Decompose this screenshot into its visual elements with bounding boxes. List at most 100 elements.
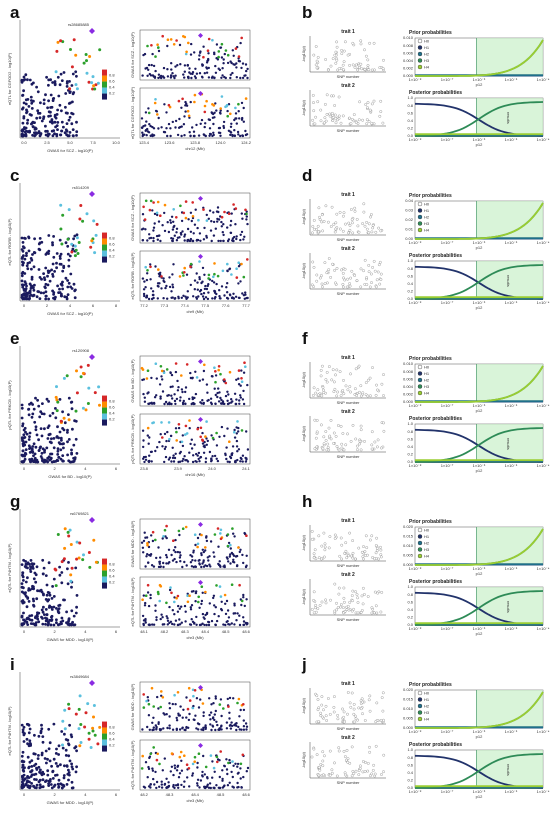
scatter-point-ld <box>96 81 100 85</box>
ld-legend-swatch <box>102 745 107 752</box>
scatter-point <box>27 776 31 779</box>
scatter-point <box>65 297 69 301</box>
hyp-legend-dot <box>417 45 423 50</box>
track-point-ld <box>145 377 149 380</box>
track-point <box>200 599 204 603</box>
trait-point <box>367 263 371 267</box>
chr-tick: 123.4 <box>139 140 150 145</box>
trait-point <box>373 269 377 273</box>
scatter-point <box>22 733 26 737</box>
scatter-point <box>32 454 35 458</box>
scatter-point <box>33 733 36 737</box>
ld-legend-swatch <box>102 256 107 263</box>
scatter-point-ld <box>79 204 83 207</box>
scatter-point <box>71 460 75 464</box>
trait-point <box>375 611 379 615</box>
scatter-point <box>41 610 45 614</box>
track-point <box>203 785 206 788</box>
track-point-ld <box>242 275 246 279</box>
track-point-ld <box>244 208 247 212</box>
ld-legend-label: 0.8 <box>109 562 115 567</box>
trait-point <box>365 227 369 231</box>
scatter-point-ld <box>77 727 81 731</box>
ld-legend-label: 0.4 <box>109 411 115 416</box>
track-point <box>147 107 150 110</box>
track-point <box>240 118 244 121</box>
track-point <box>205 437 208 440</box>
track-point <box>245 210 248 213</box>
scatter-point-ld <box>60 242 64 246</box>
track-point <box>220 225 223 228</box>
scatter-point-ld <box>56 40 60 44</box>
scatter-point <box>20 582 24 585</box>
track-point <box>244 722 248 725</box>
trait-point <box>350 745 354 749</box>
track-point <box>153 212 157 216</box>
track-point <box>157 127 160 130</box>
track-point <box>175 716 178 720</box>
track-point <box>232 764 235 767</box>
track-point <box>160 126 163 129</box>
track-point <box>197 457 200 461</box>
track-point <box>222 402 225 405</box>
scatter-point <box>44 282 48 286</box>
scatter-point-ld <box>92 704 96 707</box>
track-point-ld <box>175 430 178 434</box>
track-point <box>227 616 231 619</box>
scatter-point <box>34 445 38 449</box>
ld-legend-label: 0.2 <box>109 580 115 585</box>
track-point <box>149 278 152 281</box>
track-point-ld <box>186 109 190 113</box>
scatter-point <box>40 753 44 757</box>
prob-y-tick: 0.004 <box>403 384 414 389</box>
trait-point <box>355 279 359 282</box>
track-point <box>211 725 215 728</box>
scatter-point <box>61 410 64 414</box>
track-point <box>223 294 226 297</box>
track-point <box>221 777 224 781</box>
track-point-ld <box>155 211 159 215</box>
track-point <box>194 208 197 211</box>
trait-x-label: SNP number <box>337 617 360 622</box>
track-point <box>168 727 171 730</box>
prob-x-tick: 1×10⁻⁶ <box>473 137 486 142</box>
prob-x-tick: 1×10⁻⁷ <box>441 403 454 408</box>
track-point <box>198 562 201 565</box>
scatter-point <box>52 293 55 296</box>
trait-point <box>363 224 367 228</box>
scatter-point-ld <box>93 733 97 737</box>
trait-point <box>333 268 336 272</box>
trait-point <box>377 263 381 267</box>
track-point <box>192 454 195 457</box>
trait-point <box>316 708 320 712</box>
trait-point <box>361 391 365 395</box>
track-point <box>202 726 205 729</box>
trait-point <box>322 442 326 446</box>
track-point <box>232 697 235 700</box>
track-point <box>166 785 169 789</box>
prob-x-tick: 1×10⁻⁶ <box>473 403 486 408</box>
scatter-point <box>57 753 60 756</box>
track-point <box>167 230 171 234</box>
scatter-point <box>22 591 26 595</box>
trait-point <box>352 113 356 117</box>
track-point <box>235 439 239 443</box>
trait-point <box>356 611 360 615</box>
trait-title: trait 2 <box>341 572 355 578</box>
track-point <box>169 371 172 374</box>
trait-point <box>353 387 357 391</box>
scatter-point <box>27 105 31 108</box>
track-point-ld <box>177 99 181 103</box>
track-point <box>237 133 240 136</box>
trait-point <box>348 601 352 604</box>
track-point-ld <box>147 702 151 706</box>
track-point <box>155 786 158 790</box>
trait-point <box>317 534 321 538</box>
scatter-point <box>58 257 62 260</box>
chr-label: chr16 (Mb) <box>185 472 205 477</box>
track-point <box>228 724 232 727</box>
prob-y-tick: 0.6 <box>407 436 413 441</box>
track-y-label: GWAS for BD - log10(P) <box>130 359 135 403</box>
trait-point <box>320 282 324 286</box>
track-point <box>174 427 178 430</box>
